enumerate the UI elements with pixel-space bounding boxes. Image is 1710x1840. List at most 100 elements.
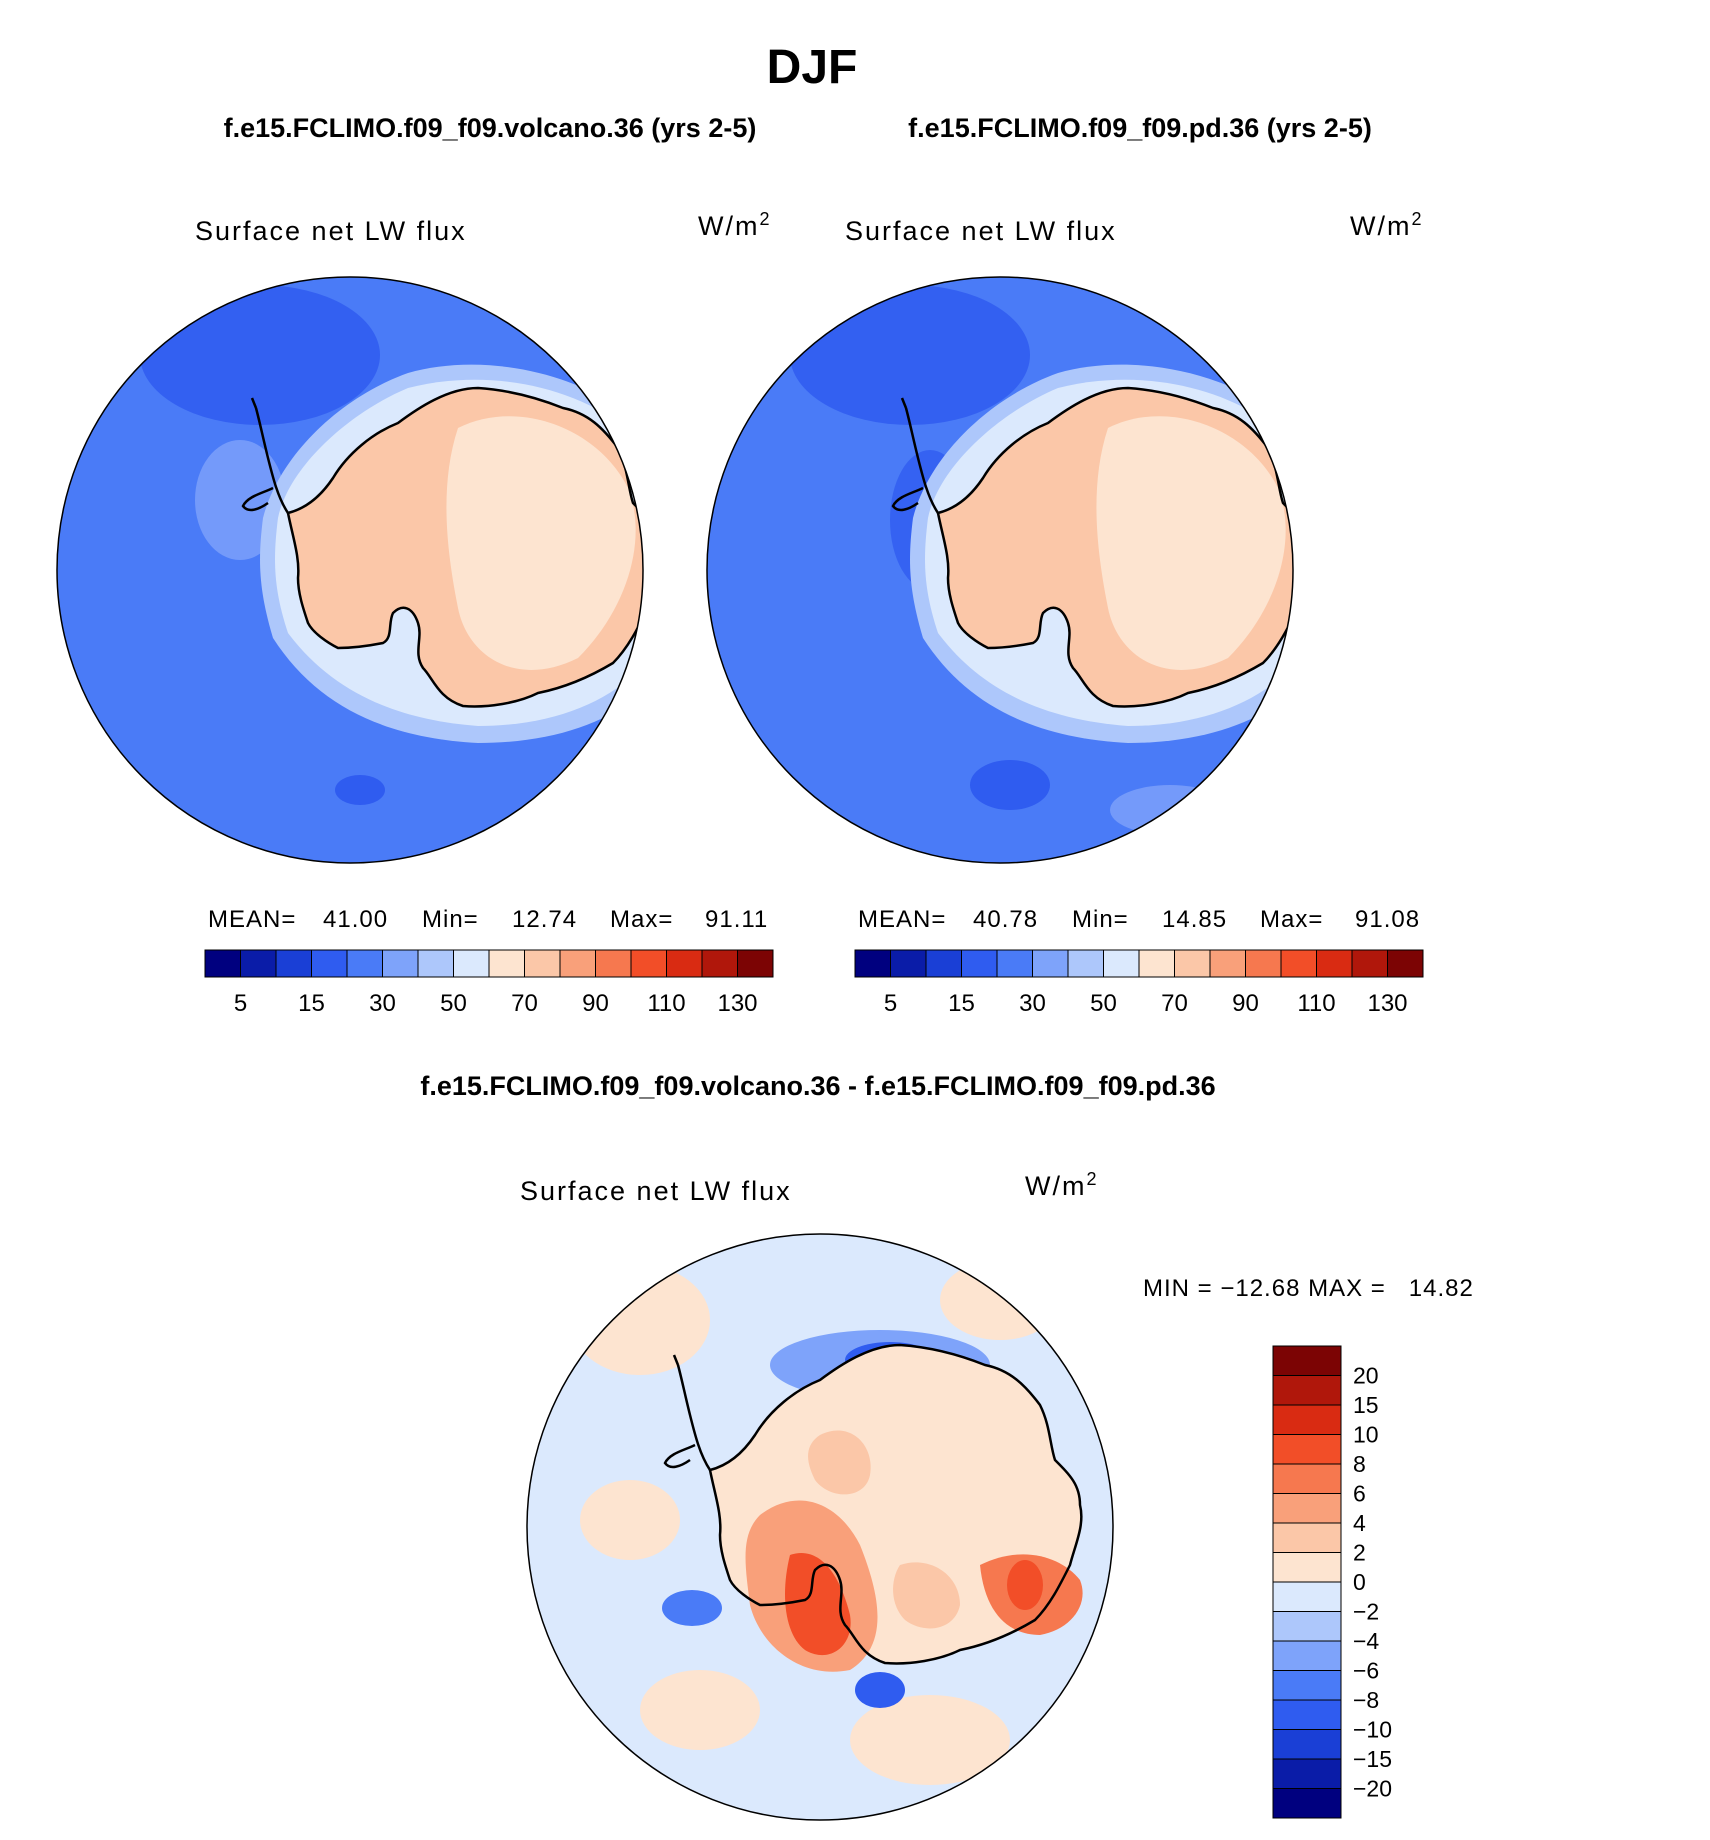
colorbar-swatch bbox=[1067, 949, 1104, 978]
colorbar-swatch bbox=[1272, 1758, 1342, 1789]
colorbar-swatch bbox=[1174, 949, 1211, 978]
colorbar-swatch bbox=[1272, 1463, 1342, 1494]
panel-pd-map bbox=[707, 277, 1293, 863]
panel-pd-stats: MEAN= 40.78 Min= 14.85 Max= 91.08 bbox=[858, 906, 1420, 933]
colorbar-swatch bbox=[1103, 949, 1140, 978]
colorbar-swatch bbox=[854, 949, 891, 978]
colorbar-swatch bbox=[1272, 1699, 1342, 1730]
colorbar-label: 5 bbox=[884, 990, 897, 1017]
colorbar-label: 70 bbox=[511, 990, 538, 1017]
panel-diff-units: W/m2 bbox=[1025, 1169, 1099, 1201]
colorbar-swatch bbox=[1032, 949, 1069, 978]
colorbar-label: 50 bbox=[1090, 990, 1117, 1017]
colorbar-swatch bbox=[1272, 1434, 1342, 1465]
colorbar-label: 70 bbox=[1161, 990, 1188, 1017]
colorbar-label: 15 bbox=[948, 990, 975, 1017]
stat-min-value: 14.85 bbox=[1162, 906, 1227, 933]
colorbar-swatch bbox=[240, 949, 277, 978]
colorbar-swatch bbox=[1272, 1611, 1342, 1642]
colorbar-swatch bbox=[275, 949, 312, 978]
colorbar-label: 0 bbox=[1353, 1569, 1366, 1595]
panel-diff-variable: Surface net LW flux bbox=[520, 1176, 792, 1206]
stat-min-label: Min= bbox=[422, 906, 479, 933]
colorbar-swatch bbox=[595, 949, 632, 978]
panel-volcano-colorbar: 5 15 30 50 70 90 110 130 bbox=[204, 949, 774, 1017]
stat-mean-value: 40.78 bbox=[973, 906, 1038, 933]
colorbar-swatch bbox=[1272, 1522, 1342, 1553]
stat-mean-value: 41.00 bbox=[323, 906, 388, 933]
colorbar-label: −6 bbox=[1353, 1658, 1379, 1684]
colorbar-label: 6 bbox=[1353, 1481, 1366, 1507]
colorbar-swatch bbox=[996, 949, 1033, 978]
panel-volcano-title: f.e15.FCLIMO.f09_f09.volcano.36 (yrs 2-5… bbox=[224, 113, 757, 143]
figure-title: DJF bbox=[767, 41, 858, 94]
colorbar-label: 15 bbox=[1353, 1392, 1379, 1418]
colorbar-swatch bbox=[417, 949, 454, 978]
colorbar-swatch bbox=[1272, 1581, 1342, 1612]
colorbar-label: 10 bbox=[1353, 1422, 1379, 1448]
panel-pd-variable: Surface net LW flux bbox=[845, 216, 1117, 246]
colorbar-label: 20 bbox=[1353, 1363, 1379, 1389]
colorbar-label: 110 bbox=[647, 990, 685, 1017]
colorbar-swatch bbox=[1272, 1375, 1342, 1406]
colorbar-swatch bbox=[1209, 949, 1246, 978]
colorbar-label: 130 bbox=[717, 990, 757, 1017]
colorbar-label: 30 bbox=[369, 990, 396, 1017]
colorbar-label: 30 bbox=[1019, 990, 1046, 1017]
panel-diff: f.e15.FCLIMO.f09_f09.volcano.36 - f.e15.… bbox=[420, 1071, 1474, 1821]
colorbar-label: −4 bbox=[1353, 1628, 1379, 1654]
panel-pd-colorbar: 5 15 30 50 70 90 110 130 bbox=[854, 949, 1424, 1017]
colorbar-label: −8 bbox=[1353, 1687, 1379, 1713]
panel-volcano-stats: MEAN= 41.00 Min= 12.74 Max= 91.11 bbox=[208, 906, 768, 933]
colorbar-swatch bbox=[961, 949, 998, 978]
stat-mean-label: MEAN= bbox=[208, 906, 296, 933]
colorbar-label: 90 bbox=[582, 990, 609, 1017]
colorbar-swatch bbox=[1245, 949, 1282, 978]
stat-max-value: 91.08 bbox=[1355, 906, 1420, 933]
panel-pd-title: f.e15.FCLIMO.f09_f09.pd.36 (yrs 2-5) bbox=[908, 113, 1372, 143]
colorbar-swatch bbox=[204, 949, 241, 978]
colorbar-swatch bbox=[630, 949, 667, 978]
stat-max-label: Max= bbox=[610, 906, 673, 933]
colorbar-swatch bbox=[311, 949, 348, 978]
stat-max-label: Max= bbox=[1260, 906, 1323, 933]
colorbar-label: −15 bbox=[1353, 1746, 1392, 1772]
colorbar-swatch bbox=[925, 949, 962, 978]
colorbar-label: 2 bbox=[1353, 1540, 1366, 1566]
panel-volcano-map bbox=[57, 277, 643, 863]
panel-pd-units: W/m2 bbox=[1350, 209, 1424, 241]
colorbar-label: 15 bbox=[298, 990, 325, 1017]
colorbar-label: 90 bbox=[1232, 990, 1259, 1017]
colorbar-label: 50 bbox=[440, 990, 467, 1017]
panel-diff-minmax: MIN = −12.68 MAX = 14.82 bbox=[1143, 1275, 1474, 1302]
colorbar-swatch bbox=[1316, 949, 1353, 978]
colorbar-label: 110 bbox=[1297, 990, 1335, 1017]
panel-volcano-units: W/m2 bbox=[698, 209, 772, 241]
colorbar-swatch bbox=[1272, 1493, 1342, 1524]
colorbar-swatch bbox=[1280, 949, 1317, 978]
panel-diff-title: f.e15.FCLIMO.f09_f09.volcano.36 - f.e15.… bbox=[420, 1071, 1215, 1101]
colorbar-swatch bbox=[737, 949, 774, 978]
colorbar-swatch bbox=[1272, 1404, 1342, 1435]
colorbar-swatch bbox=[1272, 1729, 1342, 1760]
panel-pd: f.e15.FCLIMO.f09_f09.pd.36 (yrs 2-5) Sur… bbox=[706, 113, 1424, 1017]
colorbar-label: −10 bbox=[1353, 1717, 1392, 1743]
stat-max-value: 91.11 bbox=[705, 906, 768, 933]
colorbar-swatch bbox=[1272, 1670, 1342, 1701]
colorbar-label: −20 bbox=[1353, 1776, 1392, 1802]
colorbar-swatch bbox=[666, 949, 703, 978]
colorbar-swatch bbox=[1272, 1640, 1342, 1671]
stat-min-value: 12.74 bbox=[512, 906, 577, 933]
colorbar-swatch bbox=[890, 949, 927, 978]
colorbar-swatch bbox=[701, 949, 738, 978]
colorbar-label: 130 bbox=[1367, 990, 1407, 1017]
panel-volcano: f.e15.FCLIMO.f09_f09.volcano.36 (yrs 2-5… bbox=[56, 113, 774, 1017]
colorbar-label: 8 bbox=[1353, 1451, 1366, 1477]
colorbar-swatch bbox=[1272, 1345, 1342, 1376]
colorbar-swatch bbox=[453, 949, 490, 978]
colorbar-swatch bbox=[1272, 1788, 1342, 1819]
colorbar-swatch bbox=[1351, 949, 1388, 978]
colorbar-swatch bbox=[559, 949, 596, 978]
